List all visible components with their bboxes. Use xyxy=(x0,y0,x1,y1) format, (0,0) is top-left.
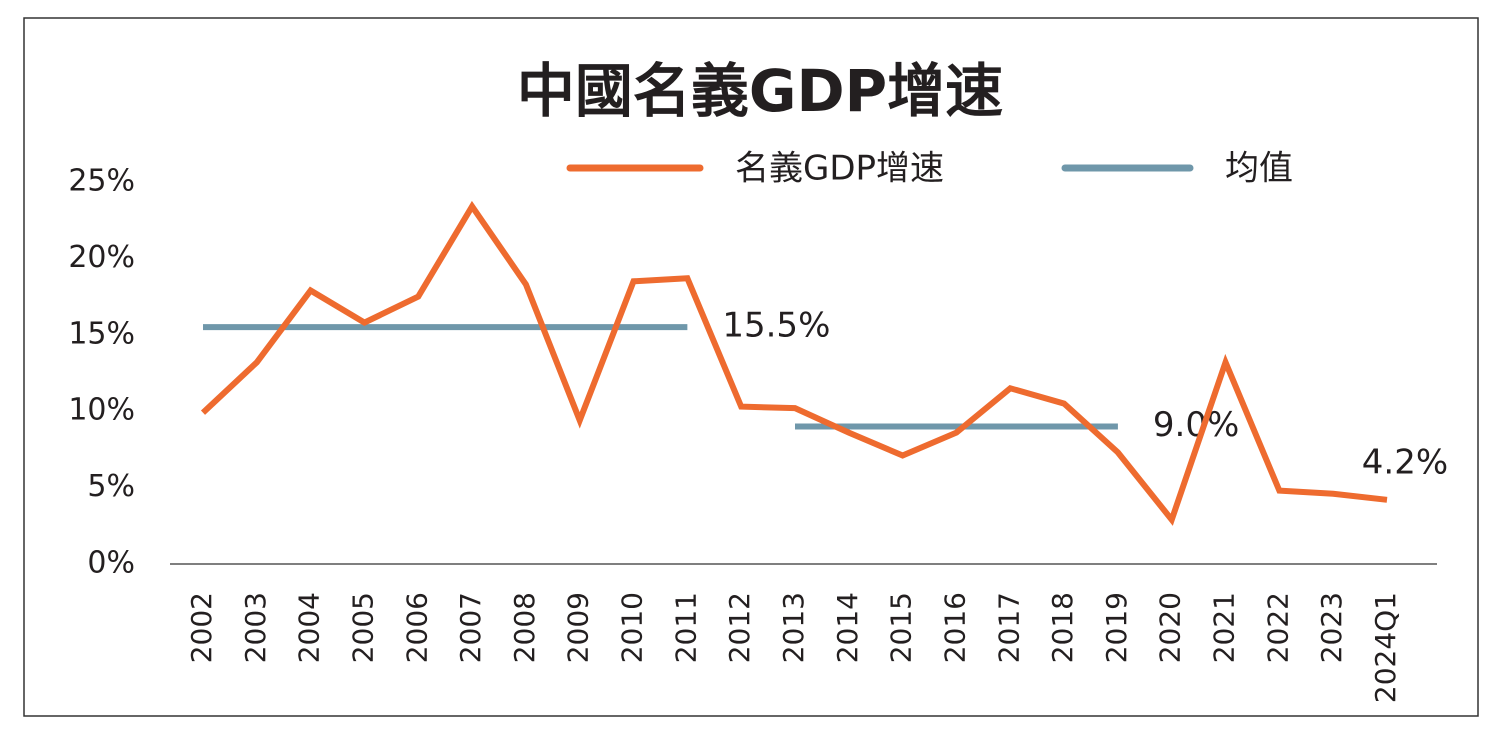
x-tick-label: 2005 xyxy=(346,592,379,663)
x-tick-label: 2002 xyxy=(185,592,218,663)
value-label: 15.5% xyxy=(722,306,830,346)
value-label: 4.2% xyxy=(1362,442,1448,482)
x-tick-label: 2004 xyxy=(293,592,326,663)
x-tick-label: 2010 xyxy=(616,592,649,663)
x-tick-label: 2022 xyxy=(1261,592,1294,663)
x-tick-label: 2012 xyxy=(723,592,756,663)
x-tick-label: 2020 xyxy=(1154,592,1187,663)
x-tick-label: 2019 xyxy=(1100,592,1133,663)
x-tick-label: 2009 xyxy=(562,592,595,663)
x-tick-label: 2017 xyxy=(992,592,1025,663)
series-line xyxy=(200,200,1388,526)
x-tick-label: 2015 xyxy=(885,592,918,663)
x-tick-label: 2013 xyxy=(777,592,810,663)
x-tick-label: 2023 xyxy=(1315,592,1348,663)
frame xyxy=(23,17,1479,717)
y-tick-label: 20% xyxy=(68,240,135,275)
chart-title: 中國名義GDP增速 xyxy=(517,57,1003,125)
legend-label: 均值 xyxy=(1225,149,1293,189)
y-tick-label: 0% xyxy=(87,546,135,581)
x-tick-label: 2014 xyxy=(831,592,864,663)
x-tick-label: 2018 xyxy=(1046,592,1079,663)
x-tick-label: 2008 xyxy=(508,592,541,663)
y-tick-label: 5% xyxy=(87,469,135,504)
value-label: 9.0% xyxy=(1153,405,1239,445)
x-tick-label: 2021 xyxy=(1208,592,1241,663)
x-tick-label: 2007 xyxy=(454,592,487,663)
x-tick-label: 2016 xyxy=(938,592,971,663)
x-tick-label: 2003 xyxy=(239,592,272,663)
y-tick-label: 15% xyxy=(68,316,135,351)
x-tick-label: 2011 xyxy=(669,592,702,663)
y-tick-label: 25% xyxy=(68,164,135,199)
legend-label: 名義GDP增速 xyxy=(735,149,944,189)
x-tick-label: 2024Q1 xyxy=(1369,592,1402,703)
y-tick-label: 10% xyxy=(68,393,135,428)
x-tick-label: 2006 xyxy=(400,592,433,663)
